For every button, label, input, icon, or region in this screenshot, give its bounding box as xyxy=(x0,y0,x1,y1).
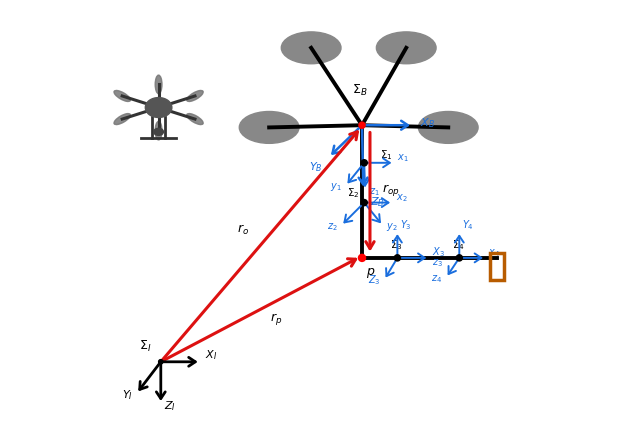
Text: $x_4$: $x_4$ xyxy=(488,247,500,259)
Text: $r_o$: $r_o$ xyxy=(237,222,249,237)
Circle shape xyxy=(359,122,365,128)
Text: $z_1$: $z_1$ xyxy=(369,186,380,198)
Ellipse shape xyxy=(155,75,162,94)
Ellipse shape xyxy=(114,90,131,101)
Text: $x_2$: $x_2$ xyxy=(396,192,408,204)
Text: $r_{op}$: $r_{op}$ xyxy=(382,182,399,198)
Text: $Y_3$: $Y_3$ xyxy=(400,218,412,231)
Text: $Z_3$: $Z_3$ xyxy=(368,274,381,287)
Circle shape xyxy=(361,199,367,206)
Text: $\Sigma_2$: $\Sigma_2$ xyxy=(348,186,360,200)
Ellipse shape xyxy=(376,32,436,64)
Text: $p$: $p$ xyxy=(367,266,376,280)
Circle shape xyxy=(456,255,462,261)
Ellipse shape xyxy=(187,90,203,101)
Text: $z_2$: $z_2$ xyxy=(327,221,338,233)
Text: $Y_B$: $Y_B$ xyxy=(308,161,322,174)
Text: $r_p$: $r_p$ xyxy=(270,311,282,327)
Ellipse shape xyxy=(419,112,478,143)
Text: $z_4$: $z_4$ xyxy=(431,273,442,285)
Text: $\Sigma_3$: $\Sigma_3$ xyxy=(390,238,403,252)
Text: $X_I$: $X_I$ xyxy=(205,348,217,362)
Text: $Y_I$: $Y_I$ xyxy=(122,388,133,402)
Text: $z_3$: $z_3$ xyxy=(433,257,444,269)
Text: $X_3$: $X_3$ xyxy=(433,245,445,259)
Circle shape xyxy=(361,160,367,166)
Text: $x_1$: $x_1$ xyxy=(397,152,409,164)
Circle shape xyxy=(358,255,365,261)
Ellipse shape xyxy=(155,121,162,140)
Text: $y_2$: $y_2$ xyxy=(387,221,398,233)
Ellipse shape xyxy=(114,113,131,125)
Text: $X_B$: $X_B$ xyxy=(419,116,435,130)
Text: $Z_I$: $Z_I$ xyxy=(164,400,176,413)
Circle shape xyxy=(394,255,401,261)
Text: $Y_4$: $Y_4$ xyxy=(462,218,474,231)
Ellipse shape xyxy=(145,97,172,117)
Text: $\Sigma_I$: $\Sigma_I$ xyxy=(139,338,151,353)
Text: $\Sigma_1$: $\Sigma_1$ xyxy=(380,148,392,162)
Circle shape xyxy=(159,360,163,364)
Ellipse shape xyxy=(154,128,163,135)
Text: $\Sigma_4$: $\Sigma_4$ xyxy=(452,238,465,252)
Ellipse shape xyxy=(282,32,341,64)
Ellipse shape xyxy=(187,113,203,125)
Text: $Z_B$: $Z_B$ xyxy=(370,195,385,209)
Ellipse shape xyxy=(239,112,299,143)
Text: $y_1$: $y_1$ xyxy=(330,181,341,193)
Text: $\Sigma_B$: $\Sigma_B$ xyxy=(352,83,367,98)
